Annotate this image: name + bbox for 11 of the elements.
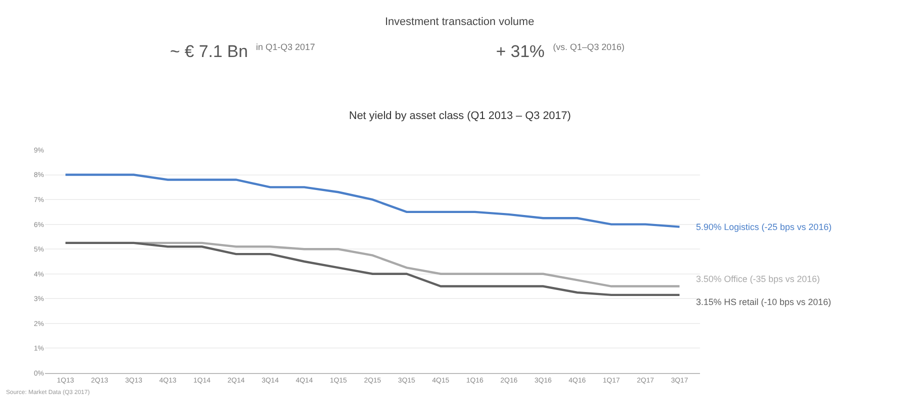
chart-title: Investment transaction volume [385, 16, 534, 28]
chart-subtitle: Net yield by asset class (Q1 2013 – Q3 2017) [349, 110, 571, 122]
annotation: 3.15% HS retail (-10 bps vs 2016) [696, 297, 832, 307]
line-series [64, 174, 681, 228]
text: in Q1-Q3 2017 [256, 42, 316, 52]
text: + 31% [496, 42, 545, 61]
text: (vs. Q1–Q3 2016) [553, 42, 625, 52]
annotation: 3.50% Office (-35 bps vs 2016) [696, 274, 820, 284]
text: ~ € 7.1 Bn [170, 42, 248, 61]
line-series [64, 242, 681, 296]
annotation: 5.90% Logistics (-25 bps vs 2016) [696, 222, 832, 232]
